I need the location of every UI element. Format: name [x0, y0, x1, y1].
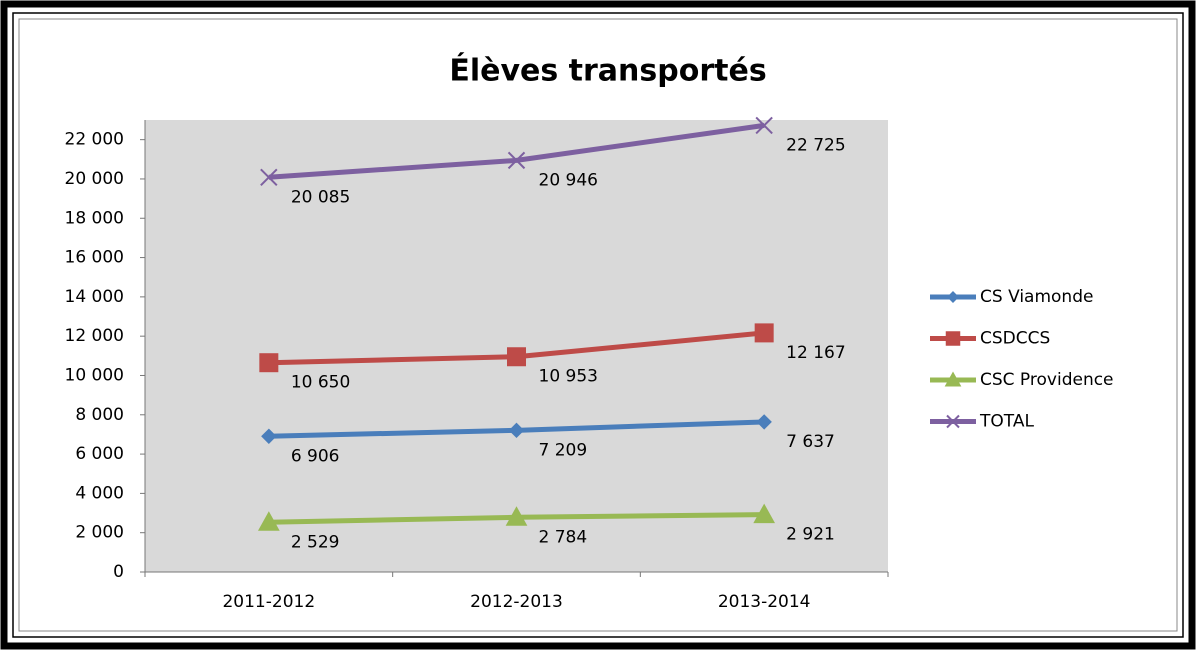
data-label: 22 725 — [786, 135, 845, 155]
data-label: 2 529 — [291, 532, 340, 552]
chart-border — [18, 18, 1178, 632]
y-tick-label: 22 000 — [65, 130, 124, 150]
y-tick-label: 16 000 — [65, 248, 124, 268]
marker — [947, 291, 959, 303]
marker — [944, 371, 962, 387]
legend-label: CS Viamonde — [980, 287, 1093, 307]
inner-frame — [12, 12, 1184, 638]
marker — [261, 428, 277, 444]
marker — [505, 506, 528, 526]
y-tick-label: 10 000 — [65, 365, 124, 385]
y-tick-label: 12 000 — [65, 326, 124, 346]
chart-title: Élèves transportés — [449, 53, 766, 89]
y-tick-label: 0 — [113, 562, 124, 582]
y-tick-label: 2 000 — [75, 523, 124, 543]
marker — [756, 414, 772, 430]
data-label: 20 946 — [539, 170, 598, 190]
data-label: 10 953 — [539, 367, 598, 387]
y-tick-label: 8 000 — [75, 405, 124, 425]
x-tick-label: 2012-2013 — [470, 592, 563, 612]
marker — [753, 503, 776, 524]
data-label: 12 167 — [786, 343, 845, 363]
marker — [754, 323, 774, 343]
marker — [945, 331, 961, 346]
y-tick-label: 14 000 — [65, 287, 124, 307]
y-tick-label: 6 000 — [75, 444, 124, 464]
legend-label: CSDCCS — [980, 329, 1050, 349]
x-tick-label: 2013-2014 — [718, 592, 811, 612]
data-label: 6 906 — [291, 446, 340, 466]
marker — [507, 151, 526, 170]
plot-area — [145, 120, 888, 572]
data-label: 7 209 — [539, 440, 588, 460]
legend-label: CSC Providence — [980, 370, 1114, 390]
data-label: 7 637 — [786, 432, 835, 452]
marker — [508, 422, 525, 439]
y-tick-label: 18 000 — [65, 208, 124, 228]
legend-label: TOTAL — [979, 412, 1034, 432]
x-tick-label: 2011-2012 — [222, 592, 315, 612]
data-label: 2 784 — [539, 527, 588, 547]
marker — [507, 347, 526, 367]
marker — [260, 168, 278, 186]
marker — [257, 511, 280, 531]
marker — [946, 414, 960, 429]
y-tick-label: 20 000 — [65, 169, 124, 189]
data-label: 2 921 — [786, 525, 835, 545]
data-label: 20 085 — [291, 187, 350, 207]
y-tick-label: 4 000 — [75, 483, 124, 503]
data-label: 10 650 — [291, 373, 350, 393]
marker — [755, 116, 773, 135]
marker — [259, 353, 279, 373]
